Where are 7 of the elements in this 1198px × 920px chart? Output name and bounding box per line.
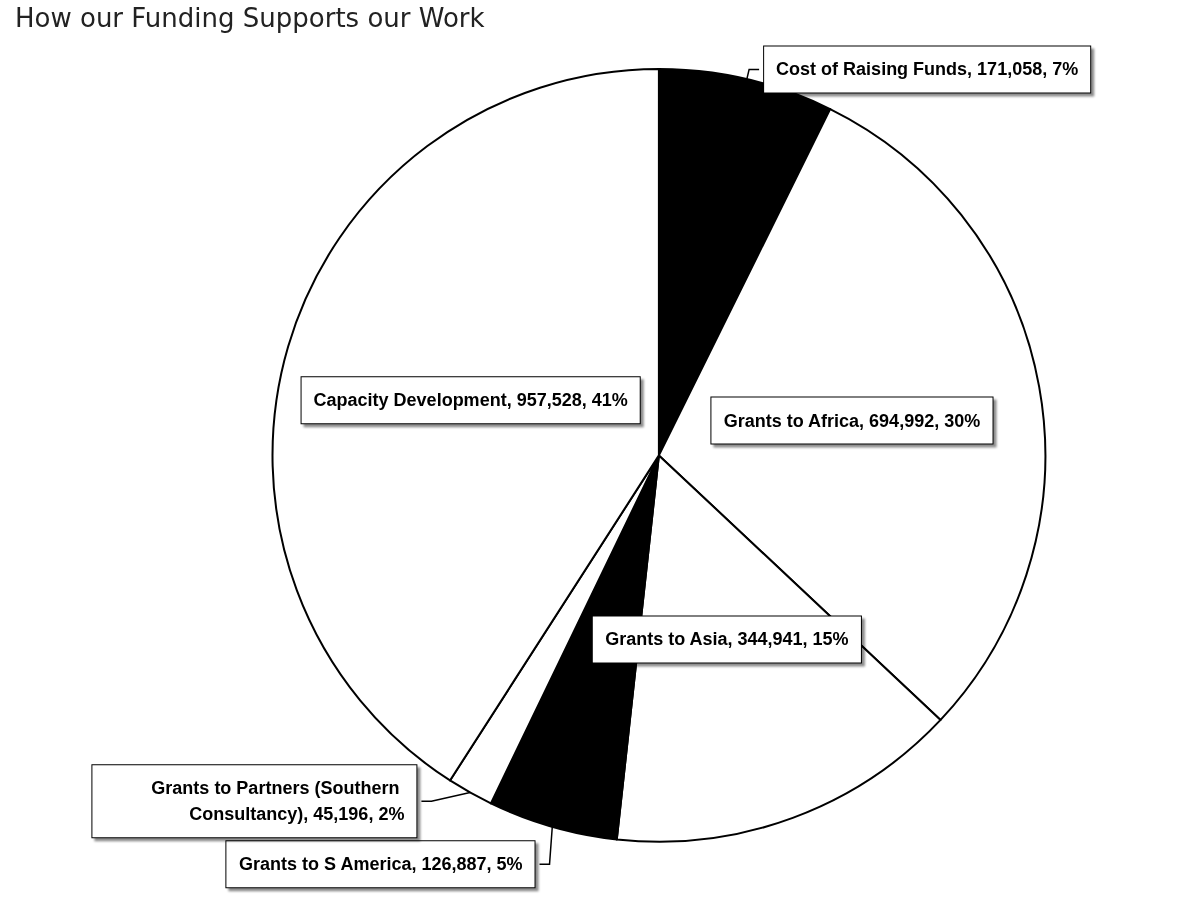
- slice-label: Capacity Development, 957,528, 41%: [313, 390, 628, 411]
- slice-label: Grants to S America, 126,887, 5%: [239, 854, 523, 875]
- chart-title: How our Funding Supports our Work: [15, 3, 485, 33]
- slice-label: Grants to Partners (Southern Consultancy), 45,196, 2%: [151, 778, 405, 825]
- slice-label: Grants to Asia, 344,941, 15%: [605, 629, 849, 650]
- slice-label: Cost of Raising Funds, 171,058, 7%: [776, 59, 1079, 80]
- slice-label: Grants to Africa, 694,992, 30%: [723, 410, 981, 431]
